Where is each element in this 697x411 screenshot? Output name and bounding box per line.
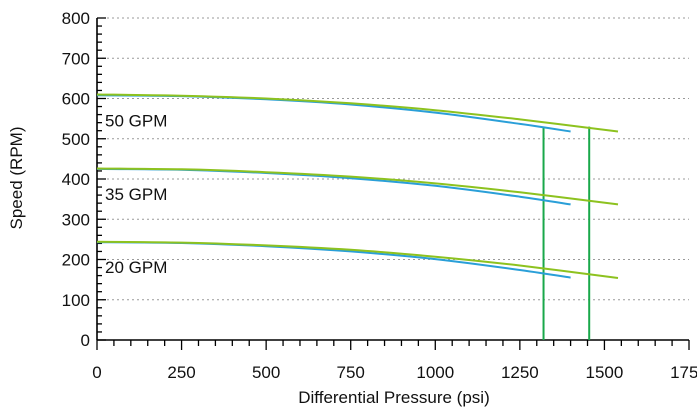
series-label: 50 GPM (105, 111, 167, 130)
x-tick-label: 750 (337, 363, 365, 382)
series-line-lime (96, 167, 619, 206)
x-tick-label: 250 (167, 363, 195, 382)
x-tick-label: 1250 (501, 363, 539, 382)
y-tick-label: 200 (62, 251, 90, 270)
x-tick-label: 500 (252, 363, 280, 382)
series-line-lime (96, 240, 619, 279)
series-label: 20 GPM (105, 258, 167, 277)
y-tick-label: 500 (62, 130, 90, 149)
series-line-blue (96, 94, 571, 133)
x-tick-label: 1750 (670, 363, 697, 382)
y-tick-label: 700 (62, 49, 90, 68)
series-line-lime (96, 93, 619, 133)
series-labels: 50 GPM 35 GPM 20 GPM (105, 111, 167, 277)
y-tick-label: 800 (62, 9, 90, 28)
x-tick-label: 0 (92, 363, 101, 382)
series-line-blue (96, 167, 571, 206)
x-tick-label: 1000 (416, 363, 454, 382)
y-axis-title: Speed (RPM) (7, 127, 26, 230)
axis-ticks (96, 17, 690, 350)
grid-lines (97, 17, 689, 301)
series-label: 35 GPM (105, 185, 167, 204)
vertical-markers (542, 126, 591, 340)
x-axis-title: Differential Pressure (psi) (298, 388, 489, 407)
y-tick-label: 300 (62, 210, 90, 229)
series-curves (96, 93, 619, 279)
y-tick-label: 600 (62, 90, 90, 109)
y-tick-label: 400 (62, 170, 90, 189)
y-tick-label: 0 (81, 331, 90, 350)
tick-labels: 0 100 200 300 400 500 600 700 800 0 250 500 750 1000 1… (62, 9, 697, 382)
x-tick-label: 1500 (586, 363, 624, 382)
y-tick-label: 100 (62, 291, 90, 310)
